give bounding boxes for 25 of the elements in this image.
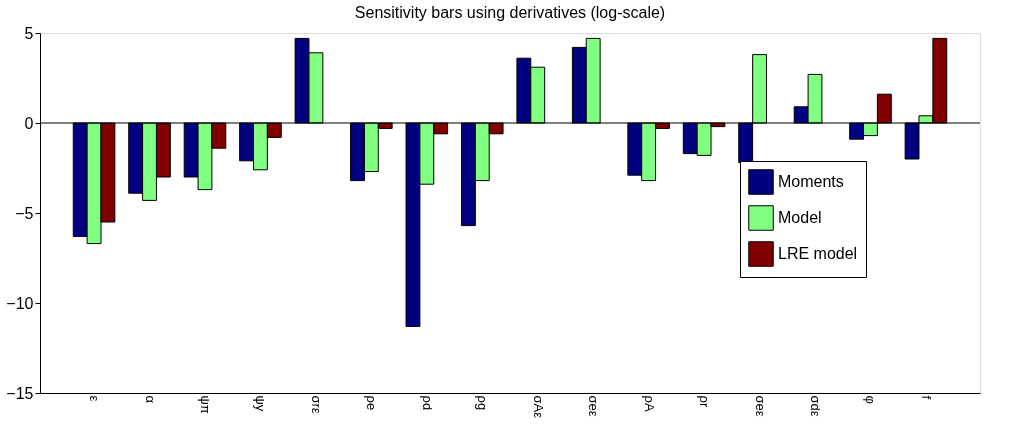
x-tick-label: ρr xyxy=(697,395,713,408)
y-tick-label: −15 xyxy=(6,384,34,402)
x-tick-label: σeε xyxy=(586,395,602,417)
x-tick-label: σAε xyxy=(530,395,546,419)
y-tick-label: −10 xyxy=(6,294,34,312)
x-tick-label: ε xyxy=(87,395,103,402)
x-tick-label: ψy xyxy=(253,395,269,412)
x-tick-label: φ xyxy=(863,395,879,404)
x-tick-label: ρg xyxy=(475,395,491,411)
x-tick-label: σdε xyxy=(808,395,824,417)
y-tick-label: 5 xyxy=(24,24,34,42)
x-tick-label: σeε xyxy=(752,395,768,417)
x-tick-label: ρA xyxy=(641,395,657,412)
x-tick-label: ρe xyxy=(364,395,380,411)
y-tick-label: −5 xyxy=(15,204,34,222)
x-tick-label: f xyxy=(918,395,934,400)
x-tick-label: ρd xyxy=(419,395,435,411)
chart-title: Sensitivity bars using derivatives (log-scale) xyxy=(354,4,666,21)
x-tick-label: σrε xyxy=(308,395,324,414)
x-tick-label: α xyxy=(142,395,158,404)
legend-label: LRE model xyxy=(778,245,858,262)
legend-label: Moments xyxy=(778,173,844,190)
y-tick-label: 0 xyxy=(24,114,34,132)
legend-label: Model xyxy=(778,209,822,226)
x-tick-label: ψπ xyxy=(197,395,213,414)
